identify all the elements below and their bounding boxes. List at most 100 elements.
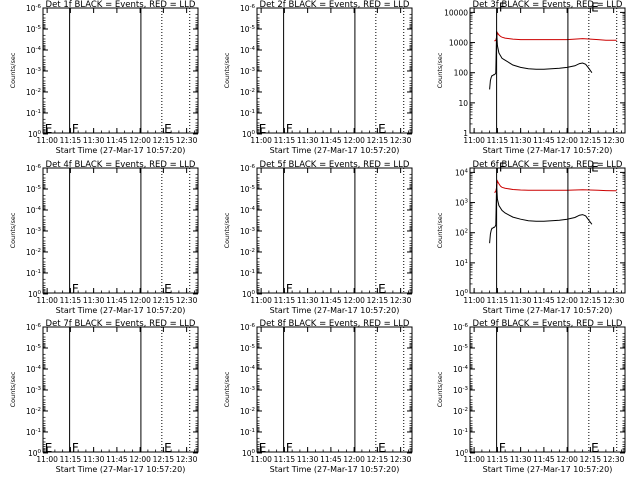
x-axis-label: Start Time (27-Mar-17 10:57:20): [56, 306, 186, 315]
y-tick-label: 10-3: [453, 386, 469, 395]
y-tick-label: 10-3: [240, 227, 256, 236]
x-tick-label: 12:00: [343, 136, 365, 145]
y-tick-label: 10-5: [240, 25, 256, 34]
y-tick-label: 100: [28, 290, 42, 299]
event-marker: E: [164, 441, 172, 455]
event-marker: F: [286, 441, 293, 455]
event-marker: E: [591, 441, 599, 455]
event-marker: E: [259, 122, 267, 136]
x-tick-label: 11:15: [60, 455, 82, 464]
y-tick-label: 10-3: [26, 227, 42, 236]
y-tick-label: 100: [242, 290, 256, 299]
x-tick-label: 11:45: [320, 296, 342, 305]
y-tick-label: 10: [458, 99, 468, 108]
x-tick-label: 12:30: [176, 136, 198, 145]
x-axis-label: Start Time (27-Mar-17 10:57:20): [56, 146, 186, 155]
x-tick-label: 12:00: [556, 296, 578, 305]
x-tick-label: 12:15: [580, 296, 602, 305]
x-tick-label: 11:30: [510, 136, 532, 145]
x-axis-label: Start Time (27-Mar-17 10:57:20): [270, 306, 400, 315]
y-tick-label: 10-1: [26, 428, 41, 437]
event-marker: E: [591, 160, 599, 174]
chart-panel-8: Det 8f BLACK = Events, RED = LLD Start Ti…: [223, 319, 413, 474]
x-tick-label: 11:00: [463, 136, 485, 145]
y-tick-label: 10-1: [453, 428, 468, 437]
plot-frame: [469, 7, 626, 134]
y-tick-label: 10-6: [26, 323, 42, 332]
plot-frame: [42, 167, 199, 294]
event-marker: E: [45, 441, 53, 455]
plot-frame: [469, 167, 626, 294]
event-marker: E: [45, 122, 53, 136]
x-tick-label: 12:00: [129, 136, 151, 145]
event-marker: E: [164, 122, 172, 136]
y-tick-label: 10000: [444, 8, 468, 17]
y-tick-label: 10-4: [240, 46, 256, 55]
y-tick-label: 10-1: [240, 269, 255, 278]
x-tick-label: 12:15: [153, 296, 175, 305]
chart-title: Det 3f BLACK = Events, RED = LLD: [473, 0, 623, 10]
y-tick-label: 10-6: [240, 164, 256, 173]
y-tick-label: 10-2: [453, 407, 468, 416]
y-tick-label: 10-6: [26, 164, 42, 173]
x-tick-label: 11:30: [83, 455, 105, 464]
y-tick-label: 100: [455, 449, 469, 458]
event-marker: F: [72, 441, 79, 455]
x-tick-label: 12:15: [367, 136, 389, 145]
y-axis-label: Counts/sec: [223, 371, 231, 407]
y-tick-label: 10-2: [240, 248, 255, 257]
x-tick-label: 11:30: [297, 455, 319, 464]
y-tick-label: 100: [28, 130, 42, 139]
x-axis-label: Start Time (27-Mar-17 10:57:20): [56, 465, 186, 474]
x-tick-label: 12:00: [129, 455, 151, 464]
chart-panel-3: Det 3f BLACK = Events, RED = LLD Start Ti…: [436, 0, 626, 155]
x-tick-label: 11:00: [36, 136, 58, 145]
y-tick-label: 1000: [449, 39, 468, 48]
x-tick-label: 12:15: [367, 455, 389, 464]
x-tick-label: 11:00: [36, 455, 58, 464]
x-axis-label: Start Time (27-Mar-17 10:57:20): [483, 146, 613, 155]
x-tick-label: 11:00: [250, 136, 272, 145]
x-tick-label: 11:45: [106, 136, 128, 145]
y-tick-label: 1: [463, 129, 468, 138]
y-tick-label: 10-2: [240, 88, 255, 97]
chart-panel-9: Det 9f BLACK = Events, RED = LLD Start Ti…: [436, 319, 626, 474]
y-tick-label: 10-6: [240, 4, 256, 13]
x-tick-label: 12:00: [556, 455, 578, 464]
x-tick-label: 11:00: [463, 296, 485, 305]
y-tick-label: 10-2: [26, 88, 41, 97]
y-axis-label: Counts/sec: [9, 212, 17, 248]
chart-title: Det 5f BLACK = Events, RED = LLD: [260, 160, 410, 170]
chart-title: Det 8f BLACK = Events, RED = LLD: [260, 319, 410, 329]
y-axis-label: Counts/sec: [9, 371, 17, 407]
x-tick-label: 11:45: [106, 296, 128, 305]
y-tick-label: 10-1: [26, 269, 41, 278]
event-marker: E: [164, 282, 172, 296]
y-tick-label: 10-5: [240, 185, 256, 194]
x-tick-label: 11:15: [487, 136, 509, 145]
series-line-1: [494, 179, 617, 193]
chart-panel-2: Det 2f BLACK = Events, RED = LLD Start Ti…: [223, 0, 413, 155]
x-tick-label: 12:00: [556, 136, 578, 145]
x-tick-label: 12:15: [153, 136, 175, 145]
x-tick-label: 11:45: [533, 455, 555, 464]
chart-title: Det 7f BLACK = Events, RED = LLD: [46, 319, 196, 329]
y-tick-label: 10-3: [240, 67, 256, 76]
y-tick-label: 103: [455, 199, 469, 208]
x-tick-label: 11:00: [250, 455, 272, 464]
y-tick-label: 10-3: [26, 386, 42, 395]
event-marker: F: [72, 122, 79, 136]
y-tick-label: 10-5: [240, 344, 256, 353]
y-tick-label: 10-4: [240, 365, 256, 374]
event-marker: E: [378, 441, 386, 455]
y-tick-label: 10-2: [240, 407, 255, 416]
y-tick-label: 10-2: [26, 248, 41, 257]
event-marker: E: [378, 282, 386, 296]
y-tick-label: 100: [242, 130, 256, 139]
x-tick-label: 11:45: [533, 296, 555, 305]
x-tick-label: 12:15: [580, 136, 602, 145]
x-tick-label: 12:15: [153, 455, 175, 464]
plot-frame: [469, 326, 626, 453]
y-tick-label: 10-4: [453, 365, 469, 374]
